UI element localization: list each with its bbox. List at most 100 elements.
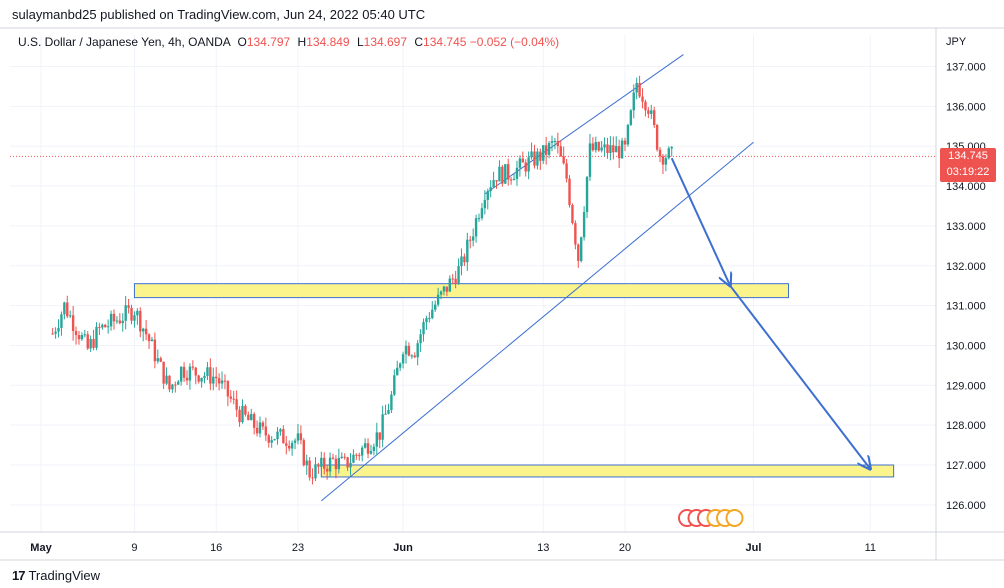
candle-body (144, 328, 148, 335)
projection-arrows (670, 157, 871, 469)
candle-body (644, 101, 647, 111)
candle-body (542, 145, 545, 161)
candle-body (626, 124, 630, 145)
candle-body (507, 164, 510, 180)
x-tick-label: 13 (537, 542, 549, 554)
candle-body (302, 440, 305, 466)
candle-body (495, 180, 498, 182)
candle-body (71, 315, 75, 332)
candle-body (162, 361, 165, 384)
candle-body (454, 278, 457, 285)
x-tick-label: Jun (393, 542, 413, 554)
candle-body (290, 442, 294, 449)
candle-body (250, 414, 253, 421)
candle-body (585, 176, 589, 213)
last-price: 134.745 (948, 150, 988, 162)
y-tick-label: 130.000 (946, 340, 986, 352)
high-value: 134.849 (306, 35, 350, 49)
candle-body (562, 156, 565, 164)
candle-body (215, 376, 218, 379)
candle-body (600, 147, 603, 151)
candle-body (109, 313, 113, 327)
candle-body (396, 367, 399, 376)
candle-body (209, 367, 212, 384)
candle-body (588, 143, 592, 177)
candle-body (241, 405, 244, 423)
candle-body (533, 151, 536, 166)
candle-body (515, 167, 519, 179)
candle-body (252, 414, 256, 428)
candle-body (471, 236, 475, 241)
candle-body (273, 439, 276, 441)
candle-body (325, 468, 329, 472)
candle-body (136, 310, 139, 316)
candle-body (358, 455, 361, 457)
change-value: −0.052 (−0.04%) (469, 35, 560, 49)
bar-countdown: 03:19:22 (946, 166, 990, 178)
candle-body (165, 375, 168, 384)
candle-body (530, 151, 533, 158)
support-zone (320, 464, 895, 478)
candle-body (139, 310, 142, 332)
candle-body (594, 142, 597, 151)
candle-body (393, 375, 396, 395)
candle-body (577, 244, 580, 261)
candle-body (536, 151, 539, 166)
close-value: 134.745 (423, 35, 467, 49)
candle-body (670, 146, 673, 149)
candle-body (381, 414, 384, 440)
y-tick-label: 126.000 (946, 500, 986, 512)
candle-body (509, 179, 513, 181)
candle-body (591, 143, 595, 151)
x-tick-label: Jul (746, 542, 762, 554)
candle-body (615, 146, 618, 153)
candle-body (247, 414, 250, 421)
candle-body (501, 166, 504, 184)
tradingview-logo[interactable]: 17 TradingView (12, 568, 100, 583)
candle-body (638, 83, 641, 97)
candle-body (229, 396, 232, 399)
candle-body (179, 366, 183, 382)
symbol-name: U.S. Dollar / Japanese Yen, 4h, OANDA (18, 35, 231, 49)
candle-body (349, 462, 352, 468)
candle-body (372, 446, 376, 451)
candle-body (571, 205, 574, 224)
candle-body (323, 457, 326, 469)
publish-info: sulaymanbd25 published on TradingView.co… (12, 7, 426, 22)
candle-body (413, 355, 416, 358)
candle-body (544, 145, 548, 155)
candle-body (366, 443, 370, 454)
candle-body (308, 460, 311, 478)
candle-body (212, 376, 215, 384)
candle-body (282, 429, 285, 444)
candle-body (77, 335, 81, 340)
candle-body (115, 320, 119, 322)
candle-body (156, 358, 159, 362)
y-tick-label: 131.000 (946, 301, 986, 313)
candle-body (235, 399, 238, 410)
candle-body (346, 457, 349, 468)
x-tick-label: 20 (619, 542, 631, 554)
candle-body (431, 309, 434, 319)
candle-body (80, 335, 84, 340)
candle-body (463, 256, 466, 263)
candle-body (661, 156, 665, 165)
candle-body (606, 144, 609, 154)
candle-body (442, 286, 446, 292)
candle-body (477, 218, 481, 220)
close-label: C (414, 35, 424, 49)
candle-body (620, 140, 624, 159)
candle-body (299, 433, 303, 441)
candle-body (486, 191, 489, 200)
candle-body (86, 334, 89, 349)
tradingview-brand: TradingView (28, 568, 101, 583)
x-tick-label: 16 (210, 542, 222, 554)
candle-body (328, 457, 332, 472)
candle-body (521, 158, 524, 163)
candle-body (369, 450, 373, 454)
economic-event-icons (678, 509, 744, 527)
candle-body (57, 327, 60, 332)
y-tick-label: 127.000 (946, 460, 986, 472)
candle-body (466, 239, 469, 263)
